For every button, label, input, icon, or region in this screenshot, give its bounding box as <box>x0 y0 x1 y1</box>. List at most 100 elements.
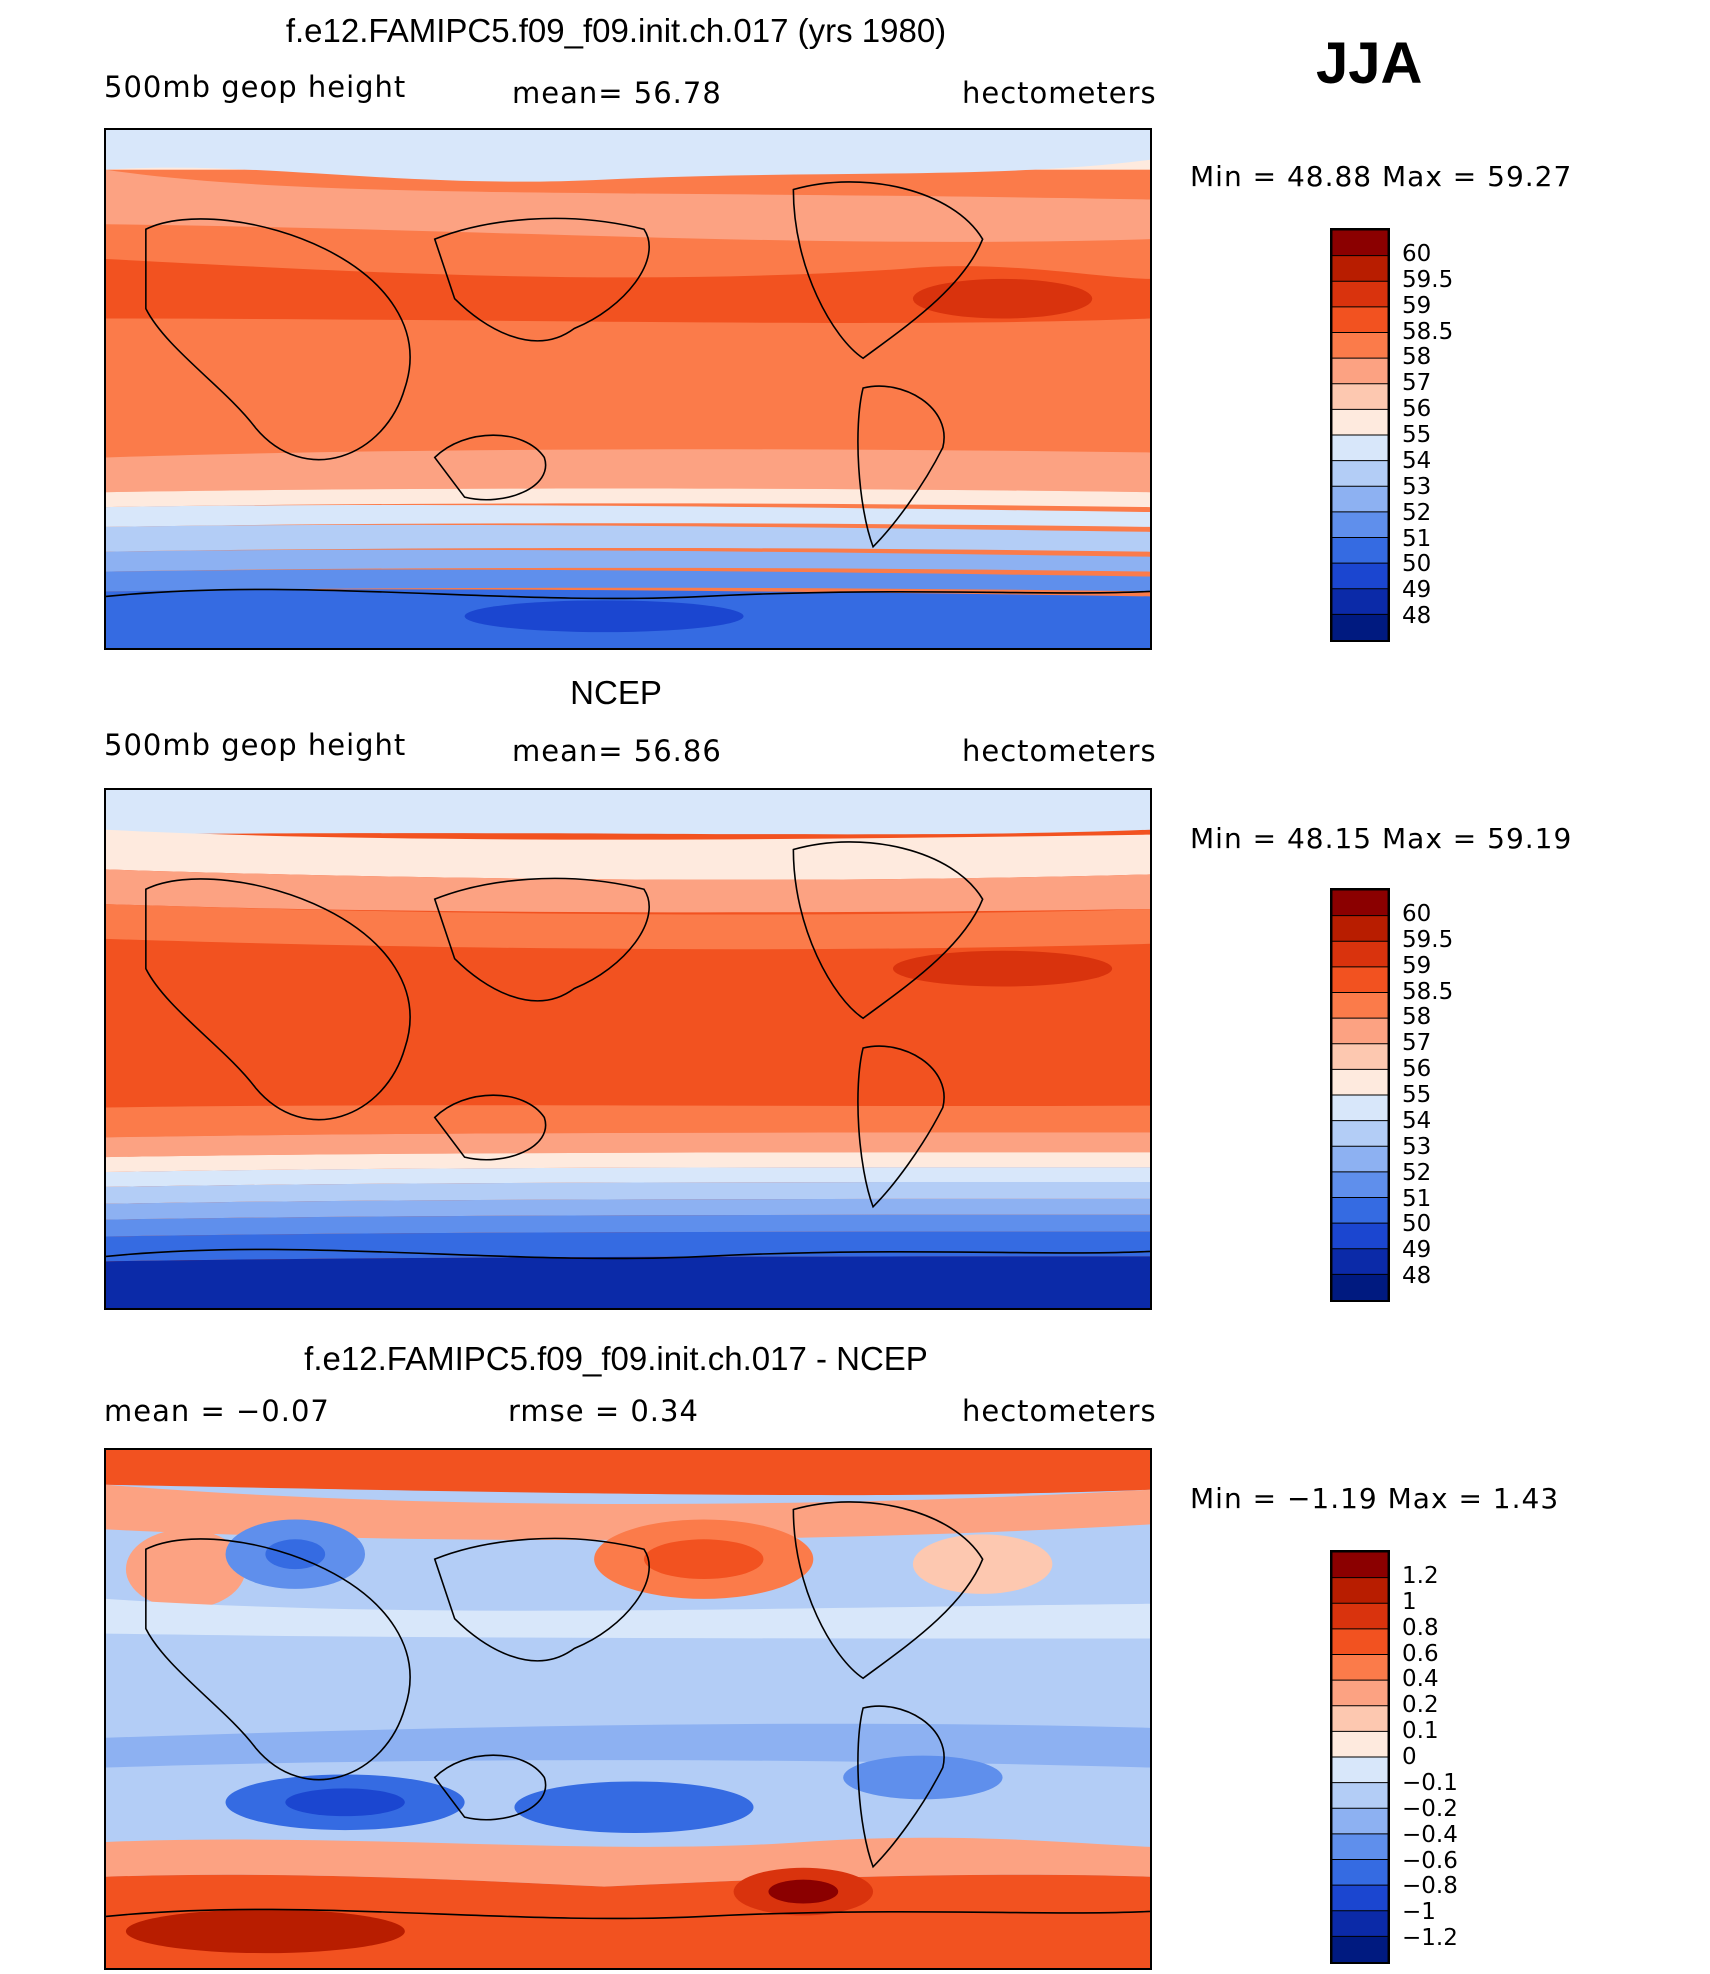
colorbar-tick-label: 49 <box>1402 1237 1432 1264</box>
colorbar-tick-label: 48 <box>1402 1263 1432 1290</box>
colorbar-tick-label: 59.5 <box>1402 266 1454 293</box>
panel3-minmax: Min = −1.19 Max = 1.43 <box>1190 1482 1560 1515</box>
colorbar-swatch <box>1332 1628 1388 1656</box>
colorbar-tick-label: 0.4 <box>1402 1666 1439 1693</box>
colorbar-tick-label: 53 <box>1402 473 1432 500</box>
colorbar-tick-label: 57 <box>1402 1030 1432 1057</box>
panel3-map <box>104 1448 1152 1970</box>
colorbar-swatch <box>1332 1782 1388 1810</box>
colorbar-tick-label: 52 <box>1402 499 1432 526</box>
colorbar-swatch <box>1332 1730 1388 1758</box>
colorbar-tick-label: 56 <box>1402 1056 1432 1083</box>
colorbar-tick-label: 1.2 <box>1402 1562 1439 1589</box>
colorbar-tick-label: 50 <box>1402 1211 1432 1238</box>
colorbar-tick-label: 0 <box>1402 1744 1417 1770</box>
panel2-map-field <box>106 790 1150 1308</box>
colorbar-swatch <box>1332 332 1388 360</box>
panel1-colorbar-swatches <box>1332 230 1388 640</box>
panel1-colorbar <box>1330 228 1390 642</box>
panel3-map-field <box>106 1450 1150 1968</box>
colorbar-swatch <box>1332 1884 1388 1912</box>
colorbar-tick-label: 0.2 <box>1402 1692 1439 1719</box>
colorbar-swatch <box>1332 613 1388 640</box>
colorbar-swatch <box>1332 1705 1388 1733</box>
panel1-title: f.e12.FAMIPC5.f09_f09.init.ch.017 (yrs 1… <box>285 12 947 49</box>
colorbar-swatch <box>1332 537 1388 565</box>
colorbar-swatch <box>1332 1679 1388 1707</box>
colorbar-tick-label: 53 <box>1402 1133 1432 1160</box>
colorbar-tick-label: 52 <box>1402 1159 1432 1186</box>
colorbar-swatch <box>1332 230 1388 257</box>
panel3-mean-label: mean = −0.07 <box>104 1394 330 1428</box>
colorbar-swatch <box>1332 992 1388 1020</box>
colorbar-swatch <box>1332 1043 1388 1071</box>
panel1-minmax: Min = 48.88 Max = 59.27 <box>1190 160 1573 193</box>
colorbar-tick-label: −1 <box>1402 1899 1436 1926</box>
colorbar-swatch <box>1332 255 1388 283</box>
colorbar-tick-label: 50 <box>1402 551 1432 578</box>
panel2-title: NCEP <box>570 674 662 711</box>
colorbar-swatch <box>1332 890 1388 917</box>
colorbar-swatch <box>1332 562 1388 590</box>
colorbar-tick-label: 49 <box>1402 577 1432 604</box>
panel2-colorbar-swatches <box>1332 890 1388 1300</box>
panel3-units-label: hectometers <box>962 1394 1157 1428</box>
colorbar-swatch <box>1332 357 1388 385</box>
colorbar-tick-label: −0.1 <box>1402 1769 1458 1796</box>
panel2-variable-label: 500mb geop height <box>104 728 407 762</box>
colorbar-tick-label: 60 <box>1402 240 1432 267</box>
colorbar-swatch <box>1332 1602 1388 1630</box>
colorbar-swatch <box>1332 280 1388 308</box>
panel2-colorbar-labels: 60 59.5 59 58.5 58 57 56 55 54 53 52 51 50 49 48 <box>1402 888 1522 1302</box>
colorbar-swatch <box>1332 1756 1388 1784</box>
colorbar-swatch <box>1332 1171 1388 1199</box>
colorbar-swatch <box>1332 1145 1388 1173</box>
colorbar-tick-label: 59 <box>1402 952 1432 979</box>
panel2-colorbar <box>1330 888 1390 1302</box>
panel1-variable-label: 500mb geop height <box>104 70 407 104</box>
colorbar-swatch <box>1332 1935 1388 1962</box>
colorbar-swatch <box>1332 1120 1388 1148</box>
colorbar-tick-label: −0.2 <box>1402 1795 1458 1822</box>
colorbar-tick-label: 0.1 <box>1402 1718 1439 1745</box>
panel2-units-label: hectometers <box>962 734 1157 768</box>
colorbar-tick-label: −0.4 <box>1402 1821 1458 1848</box>
panel3-rmse-label: rmse = 0.34 <box>508 1394 699 1428</box>
panel3-colorbar-swatches <box>1332 1552 1388 1962</box>
panel1-units-label: hectometers <box>962 76 1157 110</box>
colorbar-swatch <box>1332 1094 1388 1122</box>
colorbar-swatch <box>1332 383 1388 411</box>
panel3-colorbar <box>1330 1550 1390 1964</box>
panel2-mean-label: mean= 56.86 <box>512 734 722 768</box>
colorbar-tick-label: 0.6 <box>1402 1640 1439 1667</box>
colorbar-swatch <box>1332 306 1388 334</box>
colorbar-swatch <box>1332 1017 1388 1045</box>
colorbar-tick-label: −1.2 <box>1402 1925 1458 1952</box>
colorbar-swatch <box>1332 434 1388 462</box>
colorbar-tick-label: 59.5 <box>1402 926 1454 953</box>
colorbar-tick-label: −0.6 <box>1402 1847 1458 1874</box>
colorbar-swatch <box>1332 1552 1388 1579</box>
colorbar-tick-label: 58.5 <box>1402 978 1454 1005</box>
colorbar-tick-label: 58 <box>1402 344 1432 371</box>
panel2-minmax: Min = 48.15 Max = 59.19 <box>1190 822 1573 855</box>
colorbar-tick-label: −0.8 <box>1402 1873 1458 1900</box>
panel1-map <box>104 128 1152 650</box>
colorbar-swatch <box>1332 1654 1388 1682</box>
colorbar-tick-label: 48 <box>1402 603 1432 630</box>
colorbar-tick-label: 51 <box>1402 1185 1432 1212</box>
colorbar-swatch <box>1332 1910 1388 1938</box>
colorbar-swatch <box>1332 1222 1388 1250</box>
colorbar-swatch <box>1332 1859 1388 1887</box>
colorbar-tick-label: 54 <box>1402 1107 1432 1134</box>
colorbar-swatch <box>1332 511 1388 539</box>
colorbar-tick-label: 58.5 <box>1402 318 1454 345</box>
colorbar-swatch <box>1332 1248 1388 1276</box>
colorbar-swatch <box>1332 1068 1388 1096</box>
colorbar-swatch <box>1332 1273 1388 1300</box>
colorbar-tick-label: 60 <box>1402 900 1432 927</box>
colorbar-tick-label: 55 <box>1402 1082 1432 1108</box>
colorbar-swatch <box>1332 1807 1388 1835</box>
colorbar-swatch <box>1332 485 1388 513</box>
colorbar-swatch <box>1332 1197 1388 1225</box>
